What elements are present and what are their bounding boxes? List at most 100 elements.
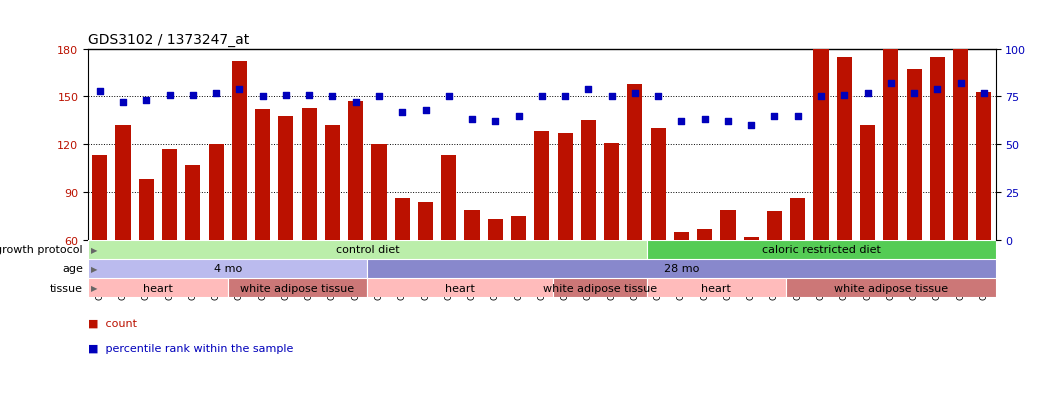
Point bbox=[742, 237, 759, 244]
Bar bbox=[162, 150, 177, 240]
Point bbox=[138, 98, 155, 104]
Point bbox=[626, 90, 643, 97]
Point bbox=[604, 213, 620, 220]
Text: white adipose tissue: white adipose tissue bbox=[834, 283, 948, 293]
Bar bbox=[348, 102, 363, 240]
Point bbox=[929, 206, 946, 213]
Point bbox=[301, 211, 317, 218]
Bar bbox=[721, 210, 735, 240]
Point bbox=[510, 229, 527, 235]
Point bbox=[138, 216, 155, 223]
Point bbox=[580, 206, 596, 213]
Point bbox=[860, 210, 876, 216]
Bar bbox=[953, 50, 969, 240]
Point bbox=[766, 229, 783, 235]
Bar bbox=[395, 199, 410, 240]
Point bbox=[231, 206, 248, 213]
Bar bbox=[228, 278, 367, 297]
Point bbox=[394, 226, 411, 233]
Bar bbox=[465, 210, 479, 240]
Point bbox=[533, 94, 550, 100]
Bar bbox=[302, 108, 316, 240]
Point bbox=[464, 232, 480, 239]
Bar bbox=[92, 156, 108, 240]
Text: age: age bbox=[62, 264, 83, 274]
Point bbox=[836, 92, 852, 99]
Bar bbox=[790, 199, 806, 240]
Bar bbox=[371, 145, 387, 240]
Point bbox=[742, 123, 759, 129]
Bar bbox=[605, 143, 619, 240]
Point bbox=[278, 92, 295, 99]
Point bbox=[789, 113, 806, 120]
Point bbox=[115, 100, 132, 106]
Text: white adipose tissue: white adipose tissue bbox=[241, 283, 355, 293]
Point bbox=[254, 94, 271, 100]
Bar bbox=[367, 259, 996, 278]
Bar bbox=[813, 50, 829, 240]
Bar bbox=[767, 211, 782, 240]
Text: control diet: control diet bbox=[336, 245, 399, 255]
Text: ▶: ▶ bbox=[91, 245, 97, 254]
Point bbox=[487, 119, 504, 125]
Point bbox=[697, 117, 713, 123]
Point bbox=[464, 117, 480, 123]
Point bbox=[487, 234, 504, 240]
Bar bbox=[534, 132, 550, 240]
Bar bbox=[139, 180, 153, 240]
Point bbox=[836, 211, 852, 218]
Bar bbox=[255, 110, 271, 240]
Point bbox=[557, 94, 573, 100]
Point bbox=[325, 94, 341, 100]
Bar bbox=[650, 129, 666, 240]
Point bbox=[720, 119, 736, 125]
Point bbox=[207, 210, 224, 216]
Text: ▶: ▶ bbox=[91, 264, 97, 273]
Point bbox=[813, 213, 830, 220]
Point bbox=[860, 90, 876, 97]
Bar bbox=[115, 126, 131, 240]
Point bbox=[604, 94, 620, 100]
Point bbox=[650, 94, 667, 100]
Bar bbox=[558, 134, 572, 240]
Point bbox=[813, 94, 830, 100]
Bar bbox=[976, 93, 991, 240]
Bar bbox=[674, 232, 689, 240]
Point bbox=[976, 90, 992, 97]
Point bbox=[394, 109, 411, 116]
Bar bbox=[208, 145, 224, 240]
Point bbox=[673, 234, 690, 240]
Point bbox=[417, 107, 433, 114]
Point bbox=[882, 202, 899, 209]
Point bbox=[720, 234, 736, 240]
Point bbox=[301, 92, 317, 99]
Point bbox=[185, 211, 201, 218]
Bar bbox=[441, 156, 456, 240]
Bar bbox=[186, 166, 200, 240]
Point bbox=[417, 224, 433, 231]
Bar bbox=[367, 278, 554, 297]
Text: heart: heart bbox=[446, 283, 475, 293]
Point bbox=[441, 213, 457, 220]
Point bbox=[185, 92, 201, 99]
Text: ■  count: ■ count bbox=[88, 318, 137, 328]
Point bbox=[162, 211, 178, 218]
Bar bbox=[581, 121, 596, 240]
Point bbox=[231, 86, 248, 93]
Bar bbox=[884, 50, 898, 240]
Point bbox=[929, 86, 946, 93]
Text: GDS3102 / 1373247_at: GDS3102 / 1373247_at bbox=[88, 33, 249, 47]
Text: ■  percentile rank within the sample: ■ percentile rank within the sample bbox=[88, 343, 293, 353]
Point bbox=[347, 100, 364, 106]
Bar bbox=[325, 126, 340, 240]
Text: 28 mo: 28 mo bbox=[664, 264, 699, 274]
Point bbox=[162, 92, 178, 99]
Point bbox=[115, 218, 132, 224]
Bar bbox=[278, 116, 293, 240]
Bar bbox=[88, 259, 367, 278]
Point bbox=[325, 213, 341, 220]
Point bbox=[557, 213, 573, 220]
Point bbox=[952, 202, 969, 209]
Bar bbox=[487, 220, 503, 240]
Point bbox=[254, 213, 271, 220]
